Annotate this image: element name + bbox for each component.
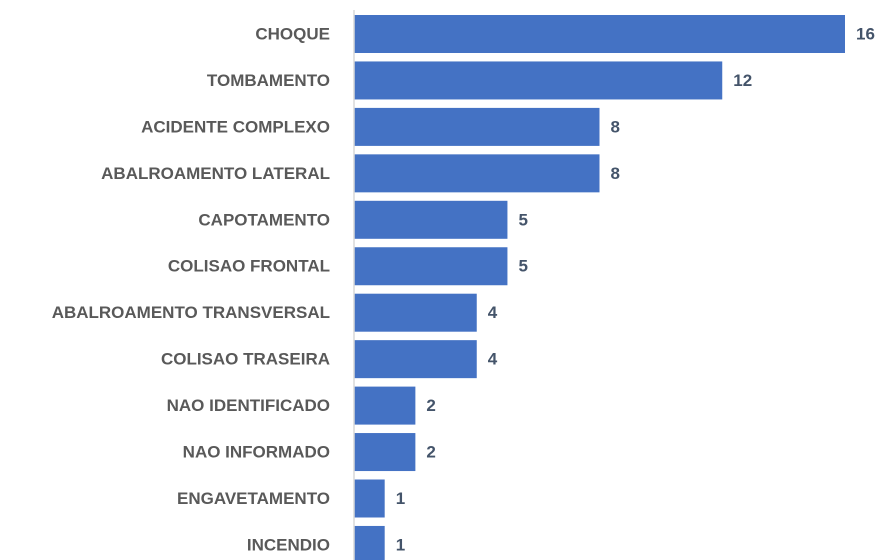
value-label: 16 — [856, 24, 875, 43]
category-label: ENGAVETAMENTO — [177, 489, 330, 508]
value-label: 4 — [488, 303, 498, 322]
bar — [354, 433, 416, 472]
value-label: 1 — [396, 489, 405, 508]
category-label: ACIDENTE COMPLEXO — [141, 117, 330, 136]
bar — [354, 340, 477, 379]
bar — [354, 61, 723, 100]
bar — [354, 525, 385, 560]
category-label: CHOQUE — [255, 24, 330, 43]
bar — [354, 15, 845, 53]
bar — [354, 293, 477, 332]
bar — [354, 386, 416, 425]
value-label: 2 — [426, 443, 435, 462]
category-label: TOMBAMENTO — [207, 71, 330, 90]
category-label: NAO IDENTIFICADO — [167, 396, 330, 415]
bar — [354, 247, 508, 286]
value-label: 12 — [733, 71, 752, 90]
category-label: COLISAO FRONTAL — [168, 257, 330, 276]
category-label: NAO INFORMADO — [183, 443, 330, 462]
category-label: INCENDIO — [247, 535, 330, 554]
value-label: 8 — [611, 117, 620, 136]
value-label: 1 — [396, 535, 405, 554]
bar — [354, 200, 508, 239]
value-label: 2 — [426, 396, 435, 415]
bar — [354, 107, 600, 146]
bar — [354, 479, 385, 518]
category-label: COLISAO TRASEIRA — [161, 350, 330, 369]
category-label: CAPOTAMENTO — [198, 210, 330, 229]
bar — [354, 154, 600, 193]
value-label: 8 — [611, 164, 620, 183]
value-label: 4 — [488, 350, 498, 369]
value-label: 5 — [518, 210, 527, 229]
category-label: ABALROAMENTO TRANSVERSAL — [52, 303, 330, 322]
value-label: 5 — [518, 257, 527, 276]
category-label: ABALROAMENTO LATERAL — [101, 164, 330, 183]
